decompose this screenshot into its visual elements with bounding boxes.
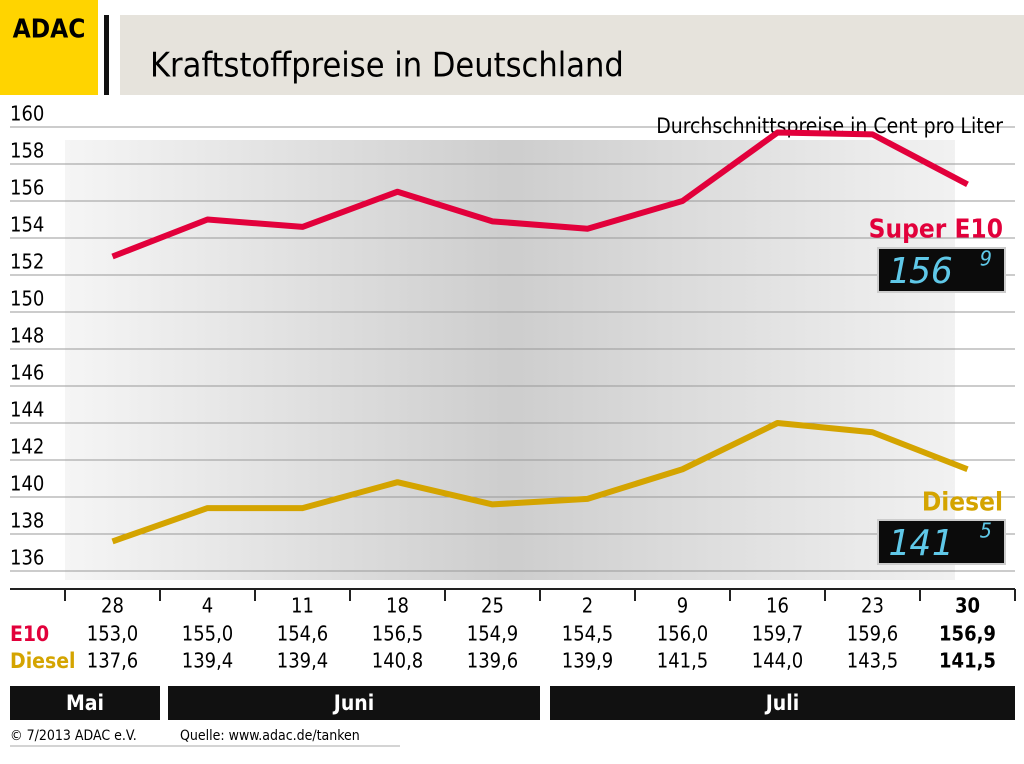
month-bar [168, 686, 540, 720]
display-sup: 9 [980, 247, 992, 271]
chart-title: Kraftstoffpreise in Deutschland [150, 46, 624, 86]
month-label: Juni [332, 691, 374, 715]
value-label: 156,0 [657, 622, 709, 646]
value-label: 140,8 [372, 649, 424, 673]
y-tick-label: 136 [10, 546, 44, 570]
x-tick-label: 23 [861, 594, 884, 618]
logo-box [0, 0, 98, 95]
series-line [111, 420, 969, 545]
divider [104, 15, 109, 95]
x-tick-label: 18 [386, 594, 409, 618]
y-tick-label: 156 [10, 176, 44, 200]
value-label: 156,9 [939, 622, 996, 646]
copyright: © 7/2013 ADAC e.V. [10, 728, 137, 744]
x-tick-label: 25 [481, 594, 504, 618]
title-bar [120, 15, 1024, 95]
x-tick-label: 28 [101, 594, 124, 618]
y-tick-label: 140 [10, 472, 44, 496]
value-label: 141,5 [657, 649, 709, 673]
value-label: 154,6 [277, 622, 329, 646]
x-tick-label: 30 [955, 594, 980, 618]
x-tick-label: 2 [582, 594, 593, 618]
display-box [877, 519, 1006, 565]
y-tick-label: 146 [10, 361, 44, 385]
display-main: 141 [888, 523, 953, 564]
value-label: 155,0 [182, 622, 234, 646]
x-tick-label: 4 [202, 594, 213, 618]
display-main: 156 [888, 251, 953, 292]
month-bar [550, 686, 1015, 720]
y-tick-label: 154 [10, 213, 44, 237]
value-label: 159,6 [847, 622, 899, 646]
value-label: 139,6 [467, 649, 519, 673]
x-tick-label: 11 [291, 594, 314, 618]
value-label: 153,0 [87, 622, 139, 646]
month-bar [10, 686, 160, 720]
month-label: Juli [764, 691, 799, 715]
legend-label: Diesel [922, 488, 1003, 518]
month-label: Mai [66, 691, 104, 715]
y-tick-label: 152 [10, 250, 44, 274]
legend-label: Super E10 [869, 215, 1003, 245]
value-label: 141,5 [939, 649, 996, 673]
y-tick-label: 138 [10, 509, 44, 533]
y-tick-label: 158 [10, 139, 44, 163]
logo: ADAC [13, 15, 86, 45]
x-tick-label: 9 [677, 594, 688, 618]
display-box [877, 247, 1006, 293]
display-sup: 5 [980, 519, 992, 543]
value-label: 156,5 [372, 622, 424, 646]
value-label: 154,5 [562, 622, 614, 646]
x-tick-label: 16 [766, 594, 789, 618]
value-label: 139,9 [562, 649, 614, 673]
value-label: 139,4 [182, 649, 234, 673]
y-tick-label: 150 [10, 287, 44, 311]
source: Quelle: www.adac.de/tanken [180, 728, 360, 744]
value-label: 159,7 [752, 622, 804, 646]
y-tick-label: 160 [10, 102, 44, 126]
series-line [111, 129, 969, 260]
y-tick-label: 142 [10, 435, 44, 459]
value-label: 143,5 [847, 649, 899, 673]
row-label: E10 [10, 622, 49, 646]
y-tick-label: 148 [10, 324, 44, 348]
value-label: 139,4 [277, 649, 329, 673]
value-label: 137,6 [87, 649, 139, 673]
value-label: 154,9 [467, 622, 519, 646]
y-tick-label: 144 [10, 398, 44, 422]
row-label: Diesel [10, 649, 76, 673]
value-label: 144,0 [752, 649, 804, 673]
